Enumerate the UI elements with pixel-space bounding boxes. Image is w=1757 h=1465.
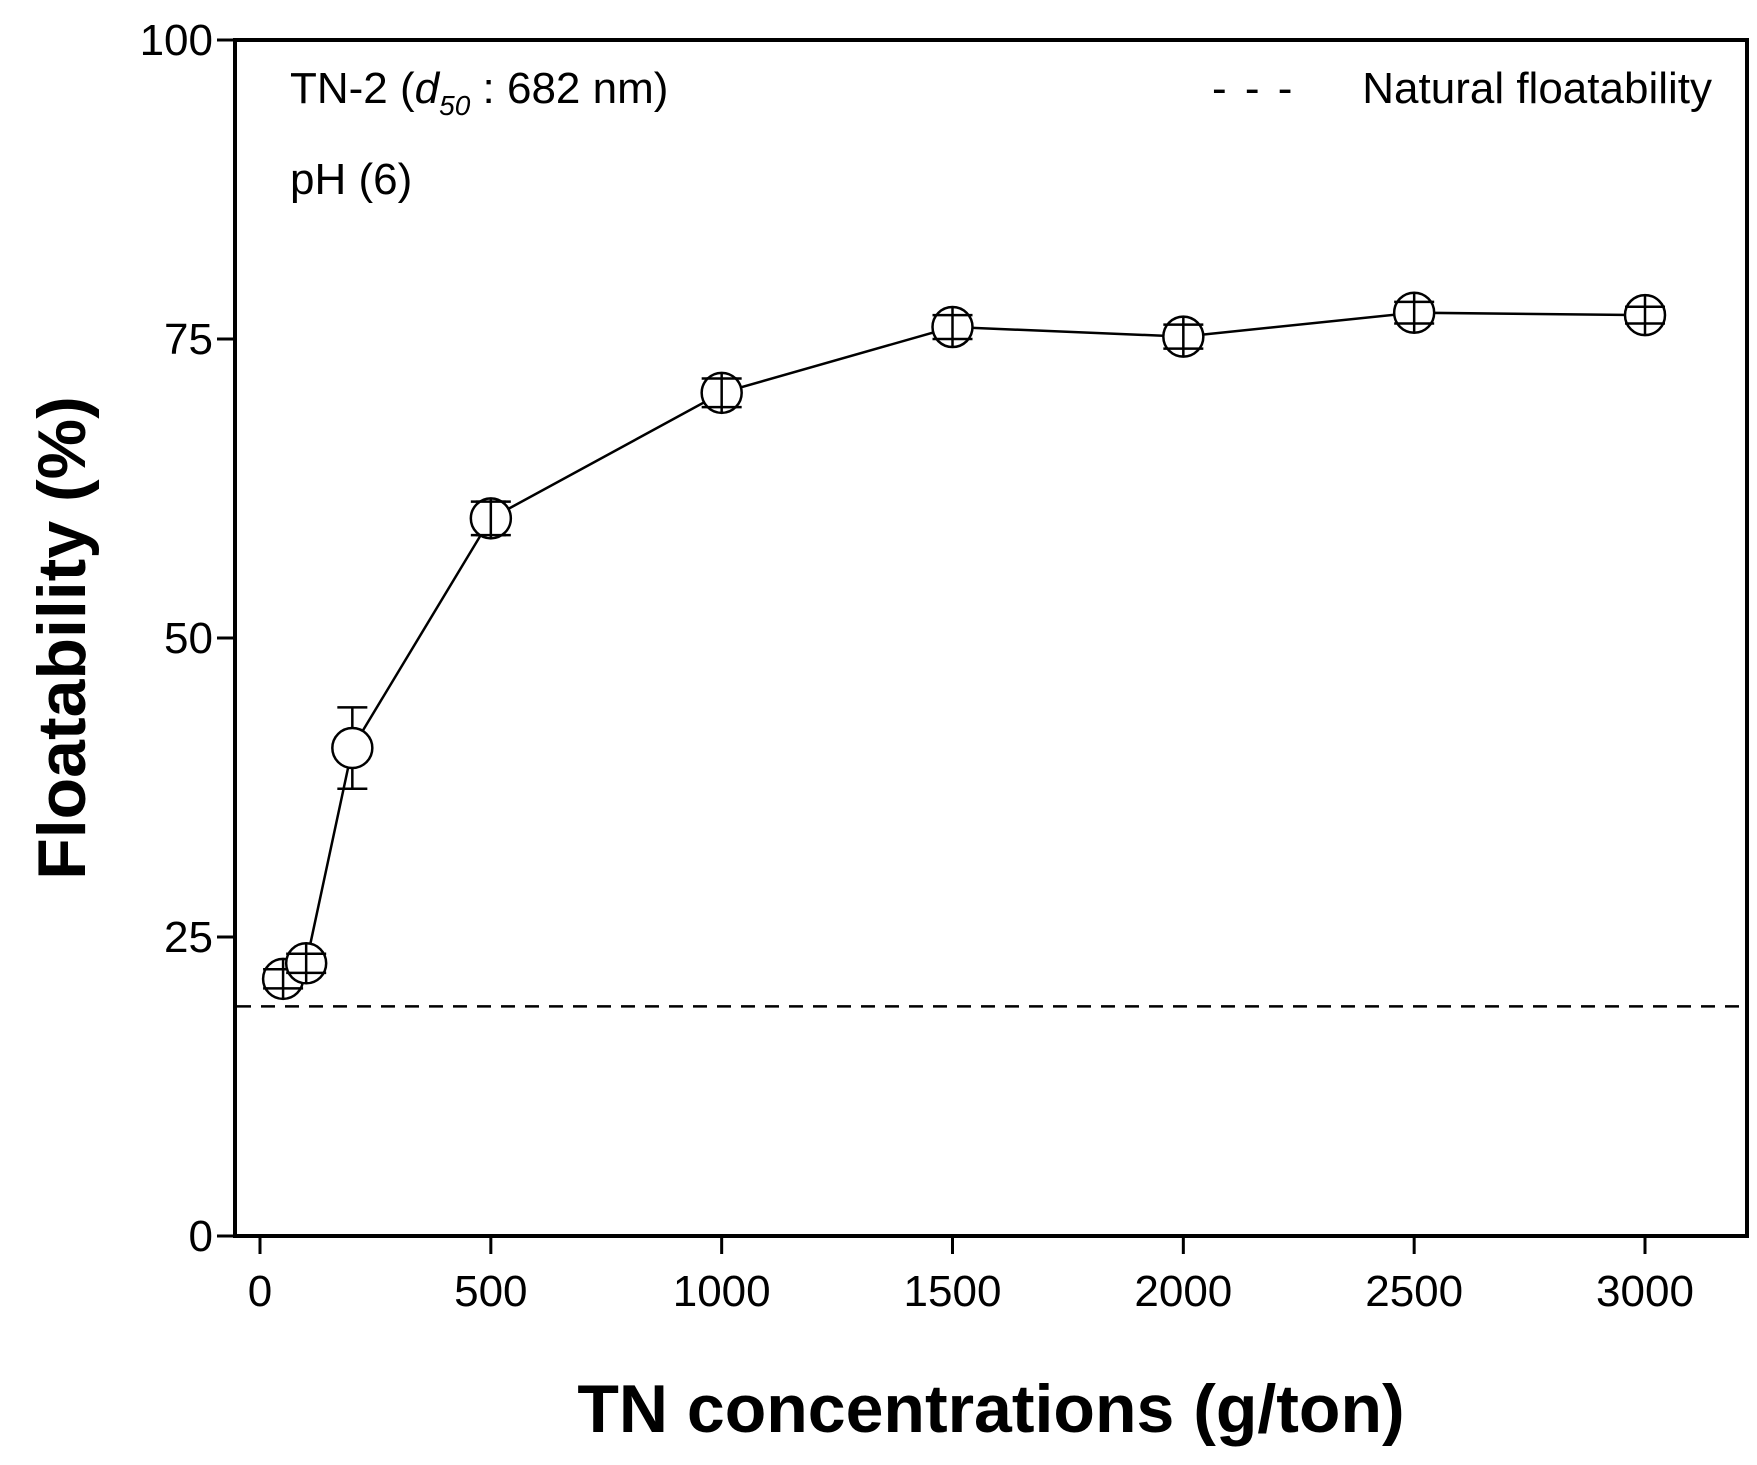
d-subscript: 50 [439,90,471,121]
data-point-3 [469,497,513,540]
series-line [282,311,1646,980]
data-point-1 [284,942,328,985]
data-point-6 [1162,315,1205,358]
y-tick-label-75: 75 [164,315,213,364]
x-tick-label-500: 500 [454,1267,527,1316]
y-axis-title: Floatability (%) [24,396,100,880]
x-tick-label-2500: 2500 [1365,1267,1463,1316]
sample-suffix: : 682 nm) [470,64,668,113]
data-point-2 [331,726,374,770]
data-marker-2 [331,726,374,770]
y-tick-label-0: 0 [189,1212,213,1261]
data-point-5 [931,305,974,349]
sample-prefix: TN-2 ( [290,64,415,113]
y-tick-label-50: 50 [164,614,213,663]
y-tick-label-100: 100 [140,16,213,65]
data-point-4 [700,371,743,415]
y-tick-label-25: 25 [164,913,213,962]
sample-annotation: TN-2 (d50 : 682 nm) [290,64,668,121]
y-axis-ticks: 0 25 50 75 100 [140,16,235,1261]
d-symbol: d [415,64,441,113]
error-bars [268,300,1660,990]
legend-dash-glyph: - - - [1212,64,1295,113]
x-tick-label-0: 0 [248,1267,272,1316]
plot-frame [233,38,1749,1238]
data-markers [261,291,1667,1001]
x-tick-label-2000: 2000 [1134,1267,1232,1316]
legend-label: Natural floatability [1362,64,1712,113]
x-axis-title: TN concentrations (g/ton) [577,1371,1404,1447]
x-tick-label-1500: 1500 [904,1267,1002,1316]
data-point-8 [1623,293,1667,337]
x-axis-ticks: 0 500 1000 1500 2000 2500 3000 [248,1236,1694,1316]
x-tick-label-1000: 1000 [673,1267,771,1316]
x-tick-label-3000: 3000 [1596,1267,1694,1316]
ph-annotation: pH (6) [290,155,412,204]
data-point-7 [1392,291,1436,334]
